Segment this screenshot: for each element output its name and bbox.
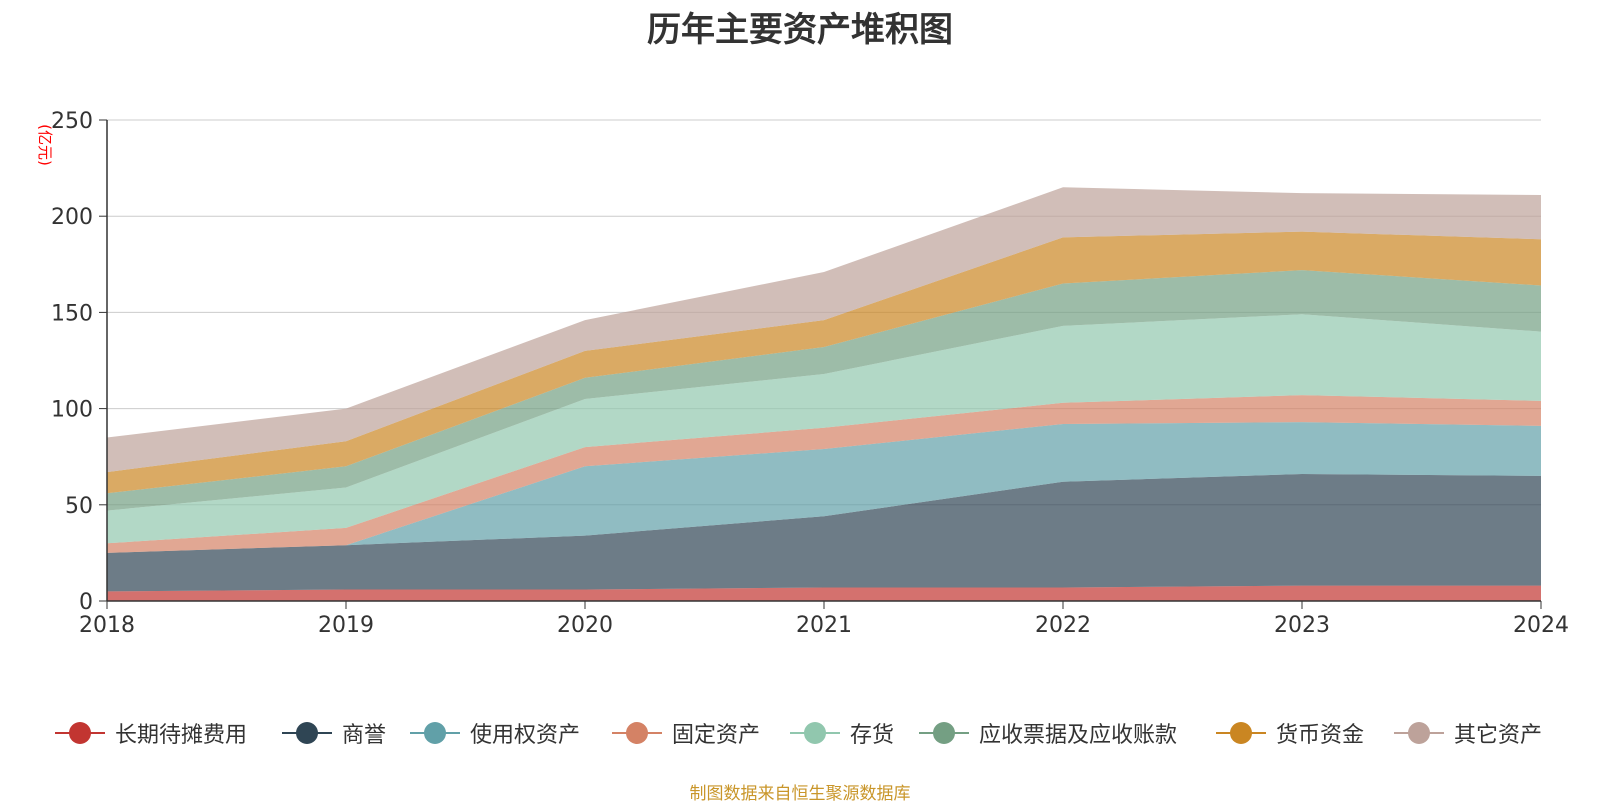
legend-label: 固定资产 (672, 723, 761, 748)
legend-marker (919, 722, 969, 744)
x-tick-label: 2020 (557, 613, 613, 638)
area-series-5 (107, 270, 1541, 511)
legend-item-1[interactable]: 商誉 (282, 718, 386, 748)
y-tick-label: 0 (79, 590, 93, 615)
legend-marker (790, 722, 840, 744)
area-series (107, 187, 1541, 601)
legend-label: 其它资产 (1454, 723, 1543, 748)
area-series-3 (107, 395, 1541, 553)
area-series-4 (107, 314, 1541, 544)
legend-label: 存货 (850, 723, 895, 748)
legend-item-2[interactable]: 使用权资产 (410, 718, 580, 748)
x-tick-label: 2023 (1274, 613, 1330, 638)
area-series-1 (107, 474, 1541, 592)
x-tick-label: 2019 (318, 613, 374, 638)
legend-marker (282, 722, 332, 744)
legend-item-4[interactable]: 存货 (790, 718, 894, 748)
y-tick-label: 250 (51, 109, 93, 134)
legend-label: 应收票据及应收账款 (979, 723, 1178, 748)
x-tick-label: 2022 (1035, 613, 1091, 638)
legend-marker (410, 722, 460, 744)
legend-marker (1216, 722, 1266, 744)
area-series-2 (107, 422, 1541, 553)
area-series-7 (107, 187, 1541, 473)
source-note: 制图数据来自恒生聚源数据库 (689, 784, 911, 804)
legend-item-0[interactable]: 长期待摊费用 (55, 718, 247, 748)
area-series-0 (107, 585, 1541, 601)
legend-item-5[interactable]: 应收票据及应收账款 (919, 718, 1177, 748)
y-tick-label: 150 (51, 301, 93, 326)
legend-marker (55, 722, 105, 744)
y-tick-label: 100 (51, 398, 93, 423)
legend-label: 使用权资产 (470, 723, 581, 748)
y-tick-label: 200 (51, 205, 93, 230)
legend-label: 长期待摊费用 (115, 723, 248, 748)
x-tick-label: 2024 (1513, 613, 1569, 638)
legend-item-7[interactable]: 其它资产 (1394, 718, 1542, 748)
legend-marker (1394, 722, 1444, 744)
x-tick-label: 2018 (79, 613, 135, 638)
legend-label: 商誉 (342, 723, 387, 748)
y-tick-label: 50 (65, 494, 93, 519)
axes: 0 50 100 150 200 250 2018 2019 2020 2021 2022 2023 2… (51, 109, 1569, 638)
chart-title: 历年主要资产堆积图 (647, 10, 953, 50)
legend-item-3[interactable]: 固定资产 (612, 718, 760, 748)
legend-item-6[interactable]: 货币资金 (1216, 718, 1364, 748)
x-tick-label: 2021 (796, 613, 852, 638)
legend-label: 货币资金 (1276, 723, 1365, 748)
y-axis-unit-label: (亿元) (36, 124, 54, 166)
area-series-6 (107, 231, 1541, 494)
legend: 长期待摊费用 商誉 使用权资产 固定资产 存货 应收票据及应收账款 货币资金 其它资产 (0, 718, 1600, 748)
legend-marker (612, 722, 662, 744)
